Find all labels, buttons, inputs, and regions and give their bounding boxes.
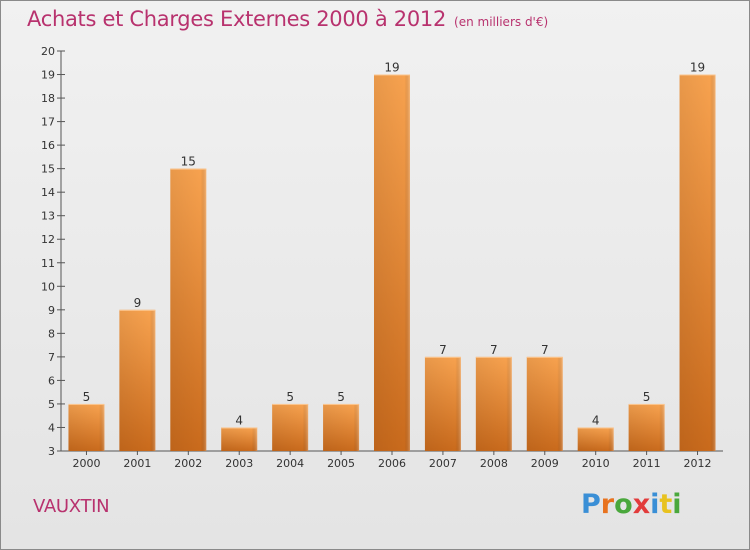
y-tick-label: 8 [48,327,55,340]
x-tick-label: 2003 [225,457,253,470]
bar-shade [119,309,156,451]
logo-letter: t [659,489,673,520]
y-tick-label: 7 [48,351,55,364]
bar-value-label: 15 [181,155,196,169]
bar-shade [221,427,258,451]
logo-letter: i [650,489,660,520]
x-tick-label: 2000 [72,457,100,470]
bar-value-label: 5 [643,390,651,404]
bar-shade [628,403,665,451]
bar-shade [323,403,360,451]
y-tick-label: 20 [41,45,55,58]
x-tick-label: 2007 [429,457,457,470]
y-tick-label: 12 [41,233,55,246]
title-row: Achats et Charges Externes 2000 à 2012 (e… [27,7,548,31]
y-tick-label: 17 [41,116,55,129]
bar-shade [526,356,563,451]
location-name: VAUXTIN [33,496,110,517]
bar-value-label: 7 [541,343,549,357]
x-tick-label: 2011 [633,457,661,470]
bar-shade [679,74,716,451]
x-tick-label: 2004 [276,457,304,470]
label-layer: 2000 5 2001 9 2002 15 2003 4 2004 5 2005 5 2006 19 200… [72,61,711,470]
y-tick-label: 11 [41,257,55,270]
bar-shade [272,403,309,451]
unit-label: (en milliers d'€) [454,15,549,29]
y-tick-label: 19 [41,69,55,82]
x-tick-label: 2012 [684,457,712,470]
bar-layer [68,74,716,451]
bar-value-label: 9 [134,296,142,310]
y-tick-label: 4 [48,421,55,434]
logo-letter: P [581,489,601,520]
y-tick-label: 10 [41,280,55,293]
y-tick-label: 16 [41,139,55,152]
bar-shade [424,356,461,451]
bar-value-label: 19 [690,61,705,75]
logo-letter: r [600,489,615,520]
bar-shade [475,356,512,451]
bar-value-label: 5 [286,390,294,404]
bar-value-label: 4 [592,413,600,427]
bar-value-label: 4 [235,413,243,427]
y-tick-label: 15 [41,163,55,176]
bar-shade [577,427,614,451]
x-tick-label: 2002 [174,457,202,470]
y-tick-label: 18 [41,92,55,105]
logo-letter: i [672,489,682,520]
x-tick-label: 2005 [327,457,355,470]
bar-shade [68,403,105,451]
y-tick-label: 6 [48,374,55,387]
bar-value-label: 5 [83,390,91,404]
x-tick-label: 2006 [378,457,406,470]
logo-letter: o [614,489,633,520]
y-tick-label: 13 [41,210,55,223]
y-tick-label: 9 [48,304,55,317]
x-tick-label: 2010 [582,457,610,470]
bar-value-label: 19 [384,61,399,75]
x-tick-label: 2009 [531,457,559,470]
y-tick-label: 14 [41,186,55,199]
bar-value-label: 7 [490,343,498,357]
logo-letter: x [632,489,651,520]
bar-shade [374,74,410,451]
bar-shade [170,168,207,451]
y-tick-label: 5 [48,398,55,411]
proxiti-logo: Proxiti [581,489,682,520]
chart-title: Achats et Charges Externes 2000 à 2012 [27,7,447,31]
y-tick-label: 3 [48,445,55,458]
x-tick-label: 2001 [123,457,151,470]
x-tick-label: 2008 [480,457,508,470]
bar-value-label: 5 [337,390,345,404]
bar-value-label: 7 [439,343,447,357]
